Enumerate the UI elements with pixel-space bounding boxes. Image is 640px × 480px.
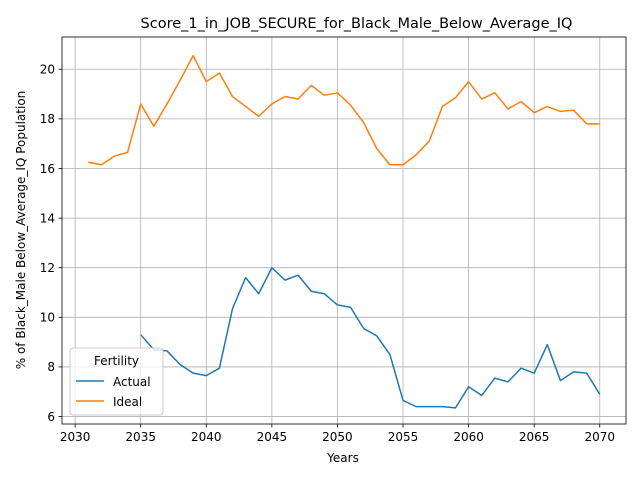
x-tick-label: 2045 — [257, 430, 288, 444]
y-axis-label: % of Black_Male Below_Average_IQ Populat… — [14, 91, 28, 370]
legend-title: Fertility — [94, 354, 139, 368]
x-tick-label: 2040 — [191, 430, 222, 444]
y-tick-label: 20 — [40, 63, 55, 77]
y-tick-label: 18 — [40, 112, 55, 126]
y-tick-label: 10 — [40, 311, 55, 325]
series-lines — [88, 54, 601, 409]
y-tick-label: 8 — [47, 360, 55, 374]
x-tick-label: 2035 — [125, 430, 156, 444]
plot-frame — [61, 36, 627, 425]
y-tick-label: 6 — [47, 410, 55, 424]
y-axis-ticks: 6 8 10 12 14 16 18 20 — [40, 63, 62, 424]
y-tick-label: 12 — [40, 261, 55, 275]
legend: Fertility Actual Ideal — [69, 347, 164, 416]
x-tick-label: 2030 — [60, 430, 91, 444]
x-axis-ticks: 2030 2035 2040 2045 2050 2055 2060 2065 2070 — [60, 424, 615, 444]
series-line-ideal — [88, 54, 600, 166]
x-tick-label: 2060 — [453, 430, 484, 444]
x-tick-label: 2070 — [584, 430, 615, 444]
legend-entries: Actual Ideal — [76, 375, 151, 409]
grid-lines — [62, 37, 626, 424]
legend-label: Ideal — [113, 395, 142, 409]
x-tick-label: 2050 — [322, 430, 353, 444]
x-tick-label: 2055 — [388, 430, 419, 444]
legend-box — [69, 347, 164, 416]
legend-label: Actual — [113, 375, 151, 389]
series-line-actual — [140, 266, 601, 409]
y-tick-label: 16 — [40, 162, 55, 176]
x-axis-label: Years — [326, 451, 359, 465]
chart-title: Score_1_in_JOB_SECURE_for_Black_Male_Bel… — [141, 16, 573, 32]
x-tick-label: 2065 — [519, 430, 550, 444]
y-tick-label: 14 — [40, 211, 55, 225]
